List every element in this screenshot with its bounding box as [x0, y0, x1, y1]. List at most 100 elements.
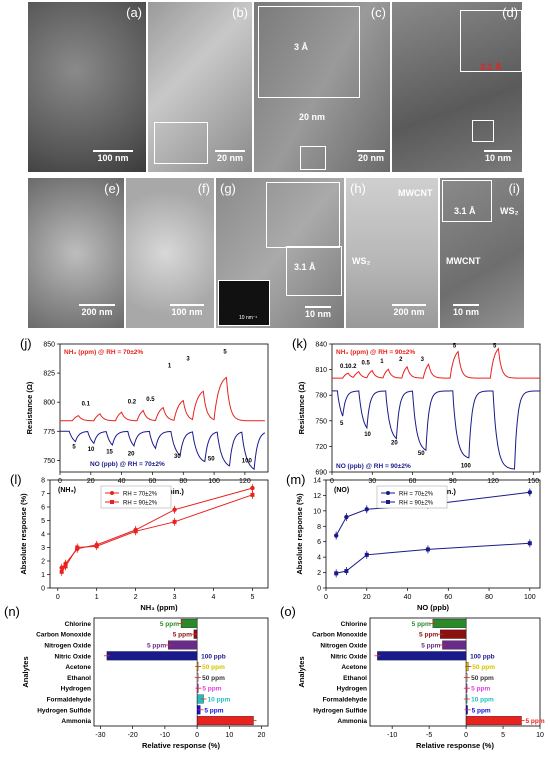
data-point: [364, 552, 369, 557]
plot-frame: [331, 343, 541, 473]
panel-label: (a): [126, 5, 142, 20]
conc-label: 50 ppm: [202, 664, 225, 671]
nh3-legend: NH₃ (ppm) @ RH = 70±2%: [64, 349, 143, 356]
conc-label: 5 ppm: [471, 686, 490, 693]
inset-box: [300, 146, 326, 170]
no-legend: NO (ppb) @ RH = 70±2%: [90, 461, 165, 468]
y-tick-label: 6: [41, 505, 45, 512]
y-tick-label: 8: [317, 524, 321, 531]
nh3-conc-label: 3: [421, 357, 425, 363]
conc-label: 100 ppb: [470, 653, 495, 660]
category-label: Nitric Oxide: [331, 653, 368, 660]
legend-marker: [386, 491, 390, 495]
data-point: [250, 492, 255, 497]
panel-label: (c): [370, 5, 386, 20]
bar: [465, 716, 522, 726]
nh3-transient-line: [332, 347, 540, 379]
nh3-conc-label: 3: [186, 356, 190, 362]
tem-panel-d: (d) 3.1 Å 10 nm: [392, 2, 522, 172]
data-point: [59, 569, 64, 574]
no-legend: NO (ppb) @ RH = 90±2%: [336, 463, 411, 470]
x-tick-label: -10: [387, 732, 397, 739]
scale-bar: 10 nm: [298, 306, 338, 319]
inset-box: [266, 182, 340, 248]
x-tick-label: 1: [95, 594, 99, 601]
nh3-transient-line: [60, 376, 265, 422]
y-tick-label: 780: [315, 393, 327, 400]
x-tick-label: 0: [56, 594, 60, 601]
x-tick-label: 100: [524, 594, 536, 601]
no-conc-label: 5: [72, 445, 76, 451]
y-tick-label: 800: [43, 400, 55, 407]
conc-label: 5 ppm: [472, 707, 491, 714]
y-axis-label: Analytes: [21, 656, 30, 687]
category-label: Nitrogen Oxide: [44, 643, 91, 650]
nh3-conc-label: 0.5: [146, 397, 155, 403]
y-tick-label: 0: [41, 586, 45, 593]
x-tick-label: 150: [527, 478, 539, 485]
x-axis-label: NH₃ (ppm): [140, 603, 178, 612]
conc-label: 5 ppm: [204, 707, 223, 714]
x-tick-label: 30: [368, 478, 376, 485]
nh3-conc-label: 0.2: [348, 364, 357, 370]
legend-label: RH = 90±2%: [399, 501, 434, 507]
data-point: [334, 571, 339, 576]
no-conc-label: 50: [418, 451, 425, 457]
scale-bar: 100 nm: [162, 304, 212, 317]
y-tick-label: 3: [41, 545, 45, 552]
panel-label: (n): [4, 604, 20, 619]
conc-label: 10 ppm: [471, 697, 494, 704]
category-label: Nitrogen Oxide: [320, 643, 367, 650]
panel-label: (m): [286, 472, 306, 487]
no-conc-label: 100: [461, 464, 472, 470]
x-tick-label: 60: [409, 478, 417, 485]
plot-frame: [93, 617, 269, 727]
y-tick-label: 1: [41, 572, 45, 579]
data-point: [344, 514, 349, 520]
data-point: [94, 544, 99, 549]
bar: [440, 629, 467, 639]
nh3-conc-label: 0.2: [128, 399, 137, 405]
category-label: Ethanol: [67, 675, 91, 682]
category-label: Hydrogen Sulfide: [313, 707, 367, 714]
chart-title: (NH₃): [58, 487, 76, 494]
panel-label: (e): [104, 181, 120, 196]
category-label: Formaldehyde: [323, 697, 368, 704]
tem-panel-g: (g) 3.1 Å 10 nm⁻¹ 10 nm: [216, 178, 344, 328]
lattice-spacing: 3.1 Å: [294, 262, 316, 272]
y-tick-label: 750: [43, 458, 55, 465]
inset-box: [472, 120, 494, 142]
scale-bar: 200 nm: [72, 304, 122, 317]
legend-marker: [386, 500, 390, 504]
data-point: [133, 529, 138, 534]
no-conc-label: 20: [128, 452, 135, 458]
nh3-conc-label: 1: [380, 359, 384, 365]
charts-svg: 020406080100120750775800825850Time (min.…: [4, 336, 545, 750]
y-tick-label: 10: [313, 508, 321, 515]
conc-label: 5 ppm: [173, 632, 192, 639]
plot-frame: [369, 617, 541, 727]
x-axis-label: Relative response (%): [142, 741, 220, 750]
tem-panel-a: (a) 100 nm: [28, 2, 146, 172]
lattice-spacing: 3 Å: [294, 42, 309, 52]
nh3-conc-label: 0.1: [340, 364, 349, 370]
lattice-spacing: 3.1 Å: [480, 62, 502, 72]
y-tick-label: 8: [41, 478, 45, 485]
x-tick-label: 60: [444, 594, 452, 601]
panel-label: (o): [280, 604, 296, 619]
conc-label: 5 ppm: [147, 643, 166, 650]
category-label: Ammonia: [337, 718, 367, 725]
legend-marker: [110, 500, 114, 504]
conc-label: 10 ppm: [208, 697, 231, 704]
nh3-conc-label: 1: [168, 363, 172, 369]
category-label: Ammonia: [61, 718, 91, 725]
bar: [377, 651, 467, 661]
width-label: 20 nm: [299, 112, 326, 122]
x-tick-label: 80: [179, 478, 187, 485]
panel-label: (j): [20, 336, 32, 351]
category-label: Ethanol: [343, 675, 367, 682]
bar: [167, 640, 198, 650]
y-tick-label: 7: [41, 491, 45, 498]
x-tick-label: 5: [250, 594, 254, 601]
x-tick-label: 120: [239, 478, 251, 485]
